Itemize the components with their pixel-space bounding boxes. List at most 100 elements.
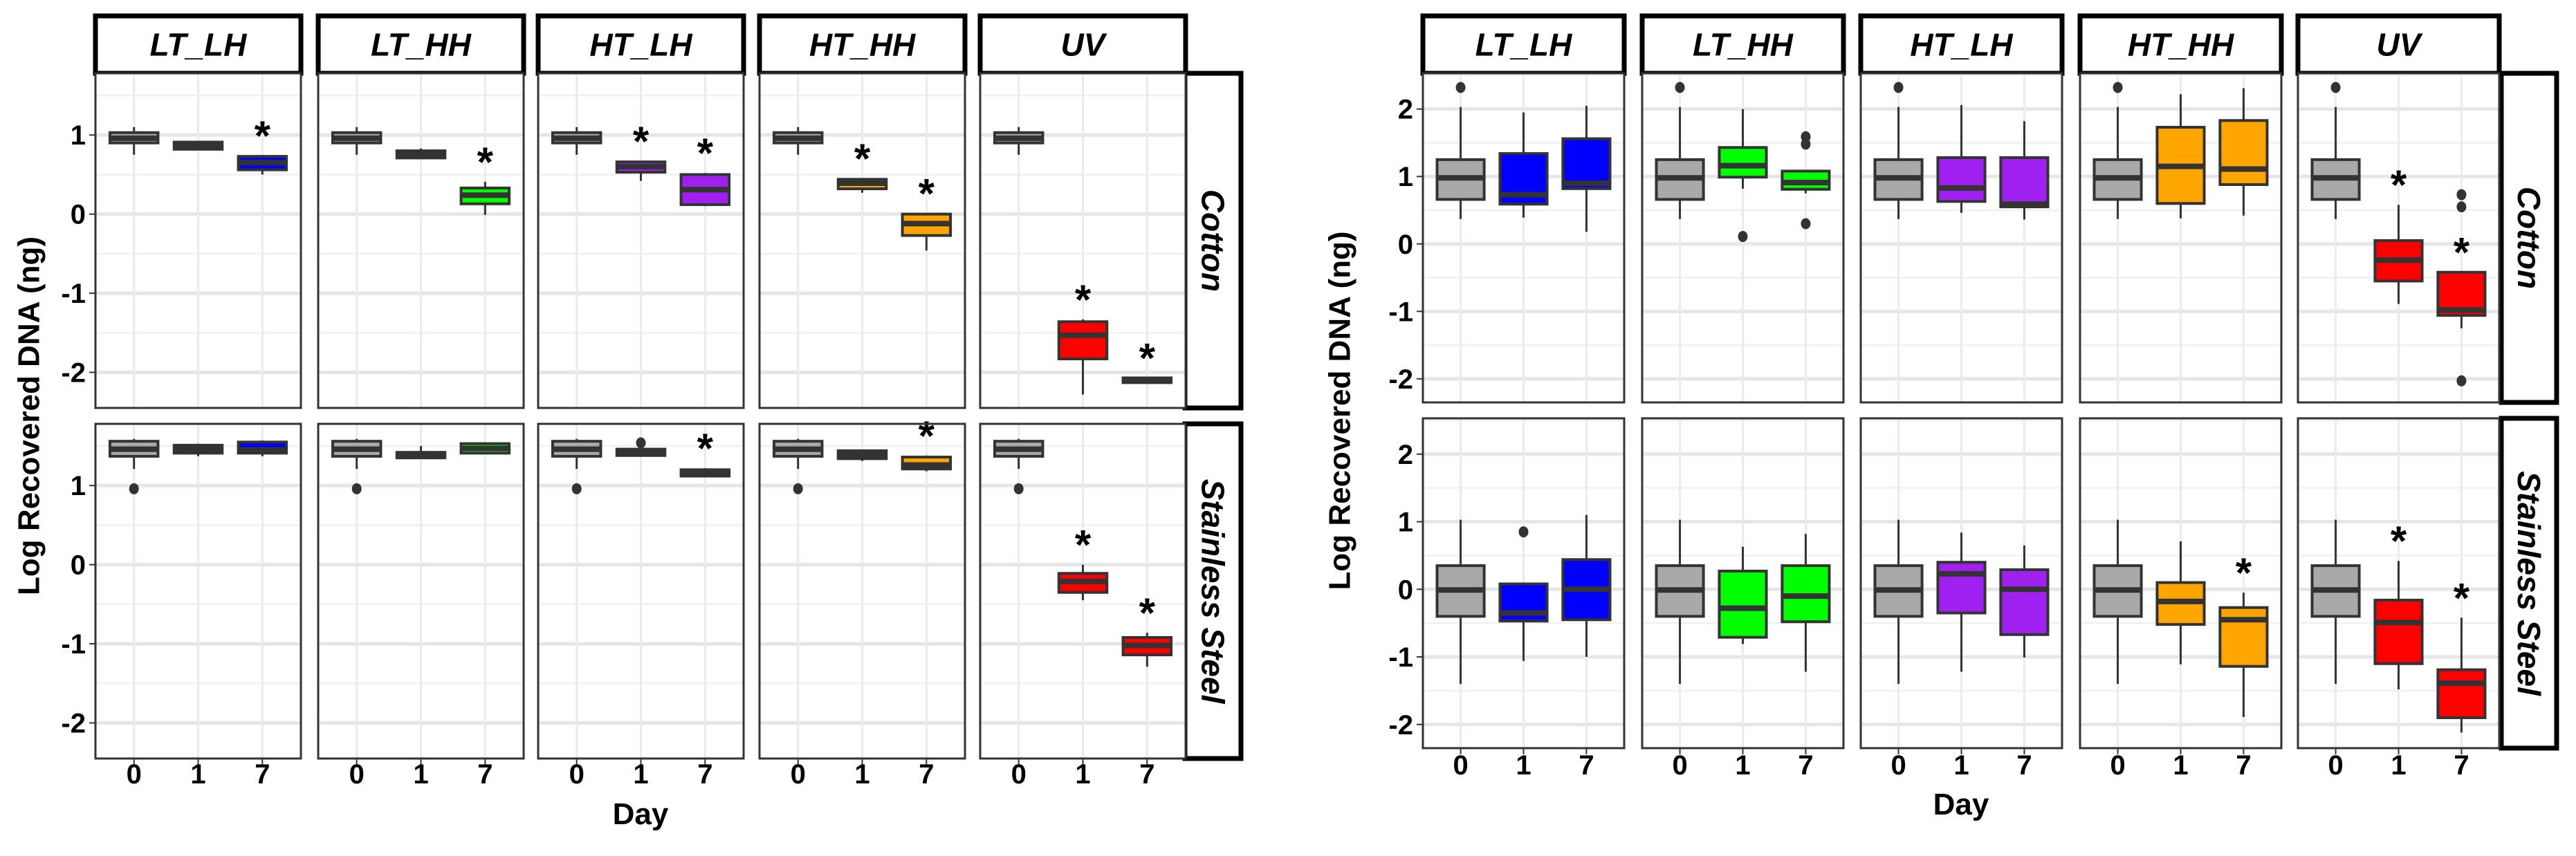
x-tick-label: 7 <box>255 759 270 790</box>
panel <box>1859 417 2063 750</box>
boxplot-day-7 <box>1781 131 1831 230</box>
outlier-point <box>1518 526 1529 538</box>
panel: ** <box>2297 417 2501 750</box>
y-tick-label: -1 <box>1388 642 1413 673</box>
boxplot-day-7 <box>237 440 288 456</box>
y-tick-label: 1 <box>71 120 86 151</box>
significance-marker: * <box>919 171 935 217</box>
panel-border <box>1422 72 1626 404</box>
significance-marker: * <box>2454 575 2470 621</box>
boxplot-day-0 <box>772 127 824 155</box>
boxplot-day-0 <box>551 438 602 494</box>
facet-strip <box>1858 13 2065 76</box>
facet-label: LT_HH <box>371 27 472 63</box>
box <box>1561 137 1612 190</box>
outlier-point <box>793 483 803 494</box>
significance-marker: * <box>697 130 714 176</box>
panel-border <box>2079 72 2283 404</box>
boxplot-day-0 <box>772 438 824 494</box>
facet-label: LT_LH <box>1475 27 1572 63</box>
boxplot-day-7 <box>1999 545 2050 658</box>
outlier-point <box>2330 82 2341 93</box>
y-tick-label: -1 <box>1388 297 1413 327</box>
panel <box>2079 72 2283 404</box>
x-tick-label: 0 <box>349 759 365 790</box>
boxplot-day-7: * <box>459 139 511 215</box>
boxplot-day-1: * <box>2373 518 2424 689</box>
x-tick-label: 1 <box>633 759 648 790</box>
outlier-point <box>1013 483 1024 494</box>
panel <box>94 422 302 760</box>
x-tick-label: 0 <box>1453 750 1468 781</box>
boxplot-day-0 <box>1655 519 1705 685</box>
boxplot-day-7: * <box>679 425 731 478</box>
boxplot-day-7 <box>1561 514 1612 658</box>
row-label: Cotton <box>1195 189 1231 292</box>
outlier-point <box>571 483 582 494</box>
x-tick-label: 7 <box>697 759 712 790</box>
x-tick-label: 1 <box>1516 750 1531 781</box>
panel: * <box>537 422 745 760</box>
boxplot-day-0 <box>1873 519 1924 685</box>
x-tick-label: 7 <box>2454 750 2469 781</box>
boxplot-day-0 <box>1655 82 1705 219</box>
significance-marker: * <box>854 136 871 182</box>
outlier-point <box>351 483 362 494</box>
y-tick-label: 2 <box>1398 95 1413 125</box>
outlier-point <box>1675 82 1685 93</box>
boxplot-day-1: * <box>836 136 888 193</box>
significance-marker: * <box>697 425 714 472</box>
panel <box>1859 72 2063 404</box>
facet-label: HT_LH <box>589 27 692 63</box>
y-tick-label: 0 <box>71 200 86 230</box>
x-tick-label: 7 <box>919 759 934 790</box>
boxplot-day-0 <box>108 127 160 155</box>
outlier-point <box>2113 82 2123 93</box>
panel: ** <box>979 422 1187 760</box>
row-strip <box>2499 71 2559 405</box>
boxplot-day-7 <box>2218 88 2269 216</box>
x-tick-label: 7 <box>477 759 493 790</box>
significance-marker: * <box>255 113 271 159</box>
boxplot-day-1 <box>172 140 224 151</box>
row-strip <box>1182 421 1244 761</box>
boxplot-day-7 <box>459 442 511 455</box>
x-tick-label: 1 <box>1735 750 1750 781</box>
facet-strip <box>757 13 968 76</box>
significance-marker: * <box>919 413 935 459</box>
row-label: Stainless Steel <box>1195 479 1231 705</box>
x-tick-label: 0 <box>569 759 585 790</box>
y-tick-label: 2 <box>1398 440 1413 470</box>
panel-border <box>758 72 966 409</box>
facet-label: HT_LH <box>1910 27 2013 63</box>
y-axis-title: Log Recovered DNA (ng) <box>12 236 46 595</box>
x-axis-title: Day <box>1933 788 1989 821</box>
panel: ** <box>537 72 745 409</box>
x-tick-label: 7 <box>1579 750 1594 781</box>
significance-marker: * <box>2391 162 2407 208</box>
x-axis-title: Day <box>613 797 669 831</box>
panel-border <box>94 72 302 409</box>
boxplot-day-7: * <box>901 171 953 251</box>
boxplot-day-7: * <box>237 113 288 175</box>
boxplot-day-0 <box>993 438 1045 494</box>
row-label: Cotton <box>2511 187 2547 289</box>
x-tick-label: 1 <box>413 759 428 790</box>
row-label: Stainless Steel <box>2511 471 2547 696</box>
boxplot-day-1 <box>1936 104 1987 213</box>
y-tick-label: 1 <box>1398 162 1413 192</box>
panel: ** <box>979 72 1187 409</box>
x-tick-label: 7 <box>2016 750 2032 781</box>
y-tick-label: -2 <box>1388 364 1413 395</box>
boxplot-day-1 <box>395 148 447 160</box>
boxplot-day-0 <box>1435 82 1486 219</box>
y-tick-label: -2 <box>1388 710 1413 741</box>
significance-marker: * <box>2236 550 2252 596</box>
panel: * <box>94 72 302 409</box>
x-tick-label: 0 <box>2110 750 2125 781</box>
boxplot-day-7: * <box>2436 575 2487 733</box>
boxplot-day-7: * <box>1121 335 1173 384</box>
boxplot-day-1: * <box>615 118 667 181</box>
panel <box>1641 417 1845 750</box>
facet-label: UV <box>2377 27 2423 63</box>
